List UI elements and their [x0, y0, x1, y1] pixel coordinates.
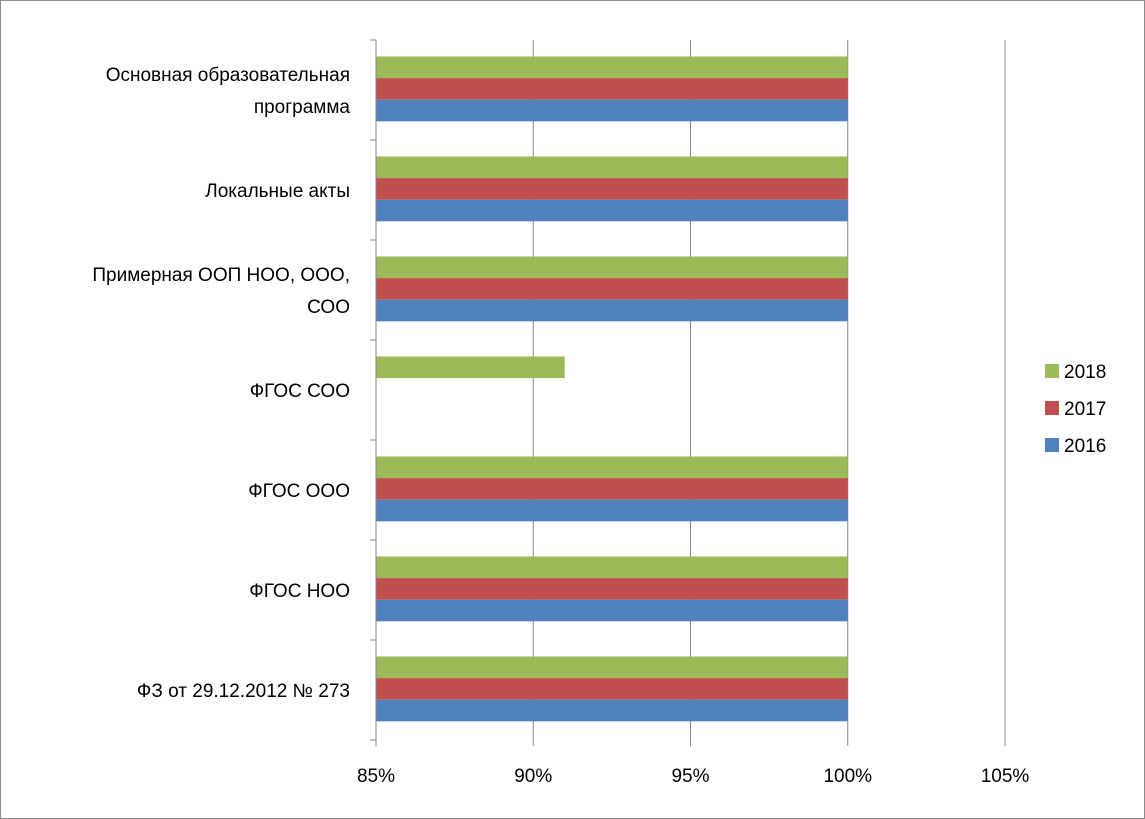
x-tick-label: 90% [514, 766, 552, 787]
bar-2016-4 [376, 499, 848, 522]
bar-2018-2 [376, 256, 848, 279]
bar-2016-0 [376, 99, 848, 122]
category-label: ФГОС СОО [250, 381, 350, 402]
bar-2017-1 [376, 178, 848, 200]
category-label: Основная образовательная [106, 65, 350, 86]
category-label: ФГОС ООО [248, 481, 350, 502]
bar-2018-3 [376, 356, 565, 379]
bar-2016-2 [376, 299, 848, 322]
category-label: Локальные акты [205, 181, 350, 202]
bar-2016-1 [376, 199, 848, 222]
bar-2017-2 [376, 278, 848, 300]
legend-label-2018: 2018 [1064, 362, 1106, 383]
x-tick-label: 85% [357, 766, 395, 787]
bar-2018-0 [376, 56, 848, 79]
category-labels: Основная образовательная программа Локальн… [92, 65, 350, 702]
legend: 2018 2017 2016 [1045, 362, 1106, 457]
x-tick-label: 95% [671, 766, 709, 787]
axes [370, 39, 1006, 746]
bar-2016-6 [376, 699, 848, 722]
legend-label-2017: 2017 [1064, 399, 1106, 420]
bar-2017-5 [376, 578, 848, 600]
category-label: программа [254, 97, 351, 118]
bar-2017-0 [376, 78, 848, 100]
bar-2016-5 [376, 599, 848, 622]
legend-swatch-2017 [1045, 401, 1059, 415]
bar-2018-5 [376, 556, 848, 579]
bar-2017-6 [376, 678, 848, 700]
category-label: СОО [307, 297, 350, 318]
legend-swatch-2018 [1045, 364, 1059, 378]
legend-label-2016: 2016 [1064, 436, 1106, 457]
gridlines [532, 40, 1006, 740]
bar-2018-6 [376, 656, 848, 679]
bar-2018-1 [376, 156, 848, 179]
category-label: Примерная ООП НОО, ООО, [92, 265, 350, 286]
x-tick-labels: 85% 90% 95% 100% 105% [357, 766, 1029, 787]
bars [376, 56, 848, 722]
x-tick-label: 105% [981, 766, 1030, 787]
bar-2017-4 [376, 478, 848, 500]
bar-2018-4 [376, 456, 848, 479]
x-tick-label: 100% [823, 766, 872, 787]
category-label: ФЗ от 29.12.2012 № 273 [137, 681, 350, 702]
category-label: ФГОС НОО [249, 581, 350, 602]
legend-swatch-2016 [1045, 438, 1059, 452]
